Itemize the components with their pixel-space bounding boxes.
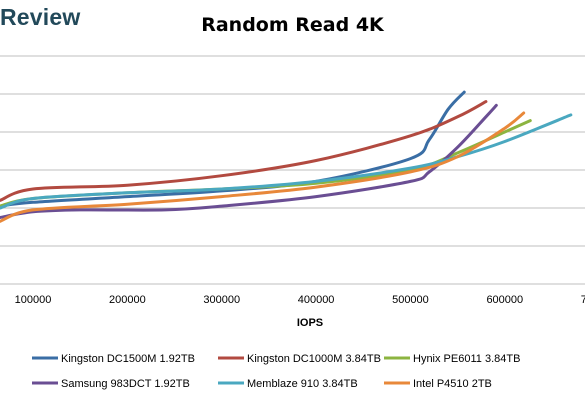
- x-tick-label: 100000: [15, 294, 52, 306]
- x-tick-label: 500000: [392, 294, 429, 306]
- brand-logo-text: Review: [0, 4, 81, 30]
- legend-label: Intel P4510 2TB: [413, 378, 492, 390]
- x-tick-label: 300000: [203, 294, 240, 306]
- chart-title: Random Read 4K: [201, 14, 384, 36]
- legend-label: Memblaze 910 3.84TB: [247, 378, 358, 390]
- legend-label: Samsung 983DCT 1.92TB: [61, 378, 190, 390]
- x-tick-label: 200000: [109, 294, 146, 306]
- x-tick-label: 700000: [581, 294, 585, 306]
- series-line-4: [0, 103, 498, 219]
- x-tick-label: 400000: [298, 294, 335, 306]
- legend-label: Hynix PE6011 3.84TB: [413, 353, 520, 365]
- series-lines: [0, 90, 573, 223]
- series-line-5: [0, 113, 573, 210]
- legend-label: Kingston DC1000M 3.84TB: [247, 353, 381, 365]
- series-line-6: [0, 111, 526, 223]
- legend-label: Kingston DC1500M 1.92TB: [61, 353, 195, 365]
- x-axis-ticks: 100000 200000 300000 400000 500000 600000 7000…: [15, 294, 585, 306]
- series-line-2: [0, 100, 488, 202]
- gridlines: [0, 55, 585, 285]
- x-tick-label: 600000: [486, 294, 523, 306]
- legend: Kingston DC1500M 1.92TB Kingston DC1000M …: [32, 353, 520, 390]
- x-axis-label: IOPS: [297, 317, 323, 329]
